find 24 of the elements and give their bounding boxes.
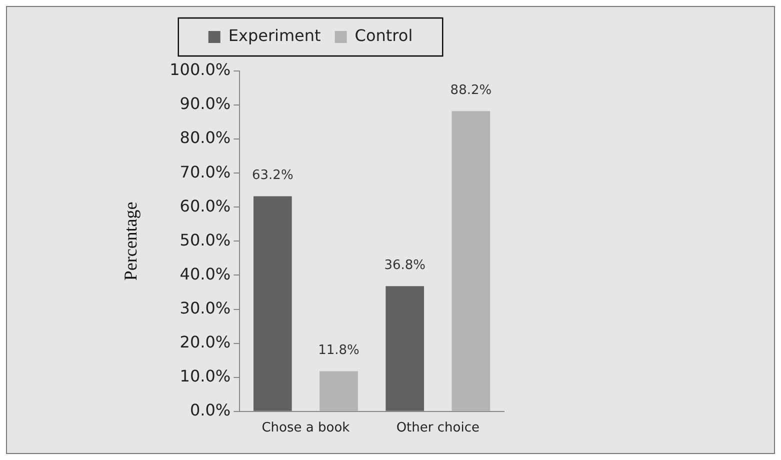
y-axis-title: Percentage bbox=[120, 202, 141, 281]
data-label: 36.8% bbox=[384, 258, 426, 274]
y-tick-label: 20.0% bbox=[180, 332, 231, 352]
y-tick-label: 100.0% bbox=[170, 60, 231, 80]
bar bbox=[452, 111, 490, 411]
y-tick-label: 50.0% bbox=[180, 230, 231, 250]
legend-label: Experiment bbox=[228, 26, 321, 46]
y-tick-label: 60.0% bbox=[180, 196, 231, 216]
y-tick-label: 30.0% bbox=[180, 298, 231, 318]
bar bbox=[386, 286, 424, 411]
y-tick-label: 40.0% bbox=[180, 264, 231, 284]
y-tick-label: 70.0% bbox=[180, 162, 231, 182]
y-tick-label: 0.0% bbox=[190, 400, 231, 420]
data-label: 88.2% bbox=[450, 83, 492, 98]
data-label: 11.8% bbox=[318, 343, 360, 358]
legend-label: Control bbox=[354, 26, 413, 46]
y-tick-label: 80.0% bbox=[180, 128, 231, 148]
data-label: 63.2% bbox=[252, 168, 294, 184]
y-tick-label: 10.0% bbox=[180, 366, 231, 386]
bar bbox=[253, 196, 292, 411]
y-tick-label: 90.0% bbox=[180, 94, 231, 114]
bar bbox=[320, 371, 358, 411]
x-tick-label: Other choice bbox=[396, 420, 480, 436]
x-tick-label: Chose a book bbox=[262, 420, 350, 436]
